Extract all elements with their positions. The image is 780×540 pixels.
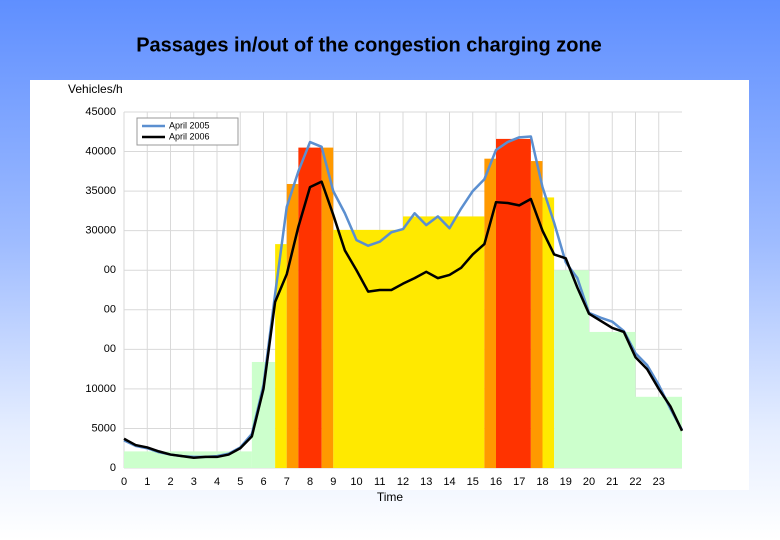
chart-title: Passages in/out of the congestion chargi… <box>136 34 602 56</box>
x-tick-label: 5 <box>237 476 243 488</box>
x-tick-label: 8 <box>307 476 313 488</box>
x-tick-label: 17 <box>513 476 525 488</box>
x-tick-label: 1 <box>144 476 150 488</box>
legend-box <box>136 117 239 146</box>
legend-label: April 2006 <box>169 131 210 141</box>
x-tick-label: 22 <box>629 476 641 488</box>
x-tick-label: 3 <box>191 476 197 488</box>
x-tick-label: 15 <box>467 476 479 488</box>
x-tick-label: 10 <box>350 476 362 488</box>
y-tick-label: 0 <box>110 462 116 474</box>
y-tick-label: 5000 <box>92 422 116 434</box>
x-tick-label: 0 <box>121 476 127 488</box>
y-tick-label: 40000 <box>85 145 116 157</box>
tariff-band <box>635 396 682 468</box>
tariff-band <box>321 147 334 468</box>
x-tick-label: 13 <box>420 476 432 488</box>
y-tick-label: 00 <box>104 343 116 355</box>
tariff-band <box>333 229 403 468</box>
tariff-band <box>286 183 299 469</box>
x-tick-label: 20 <box>583 476 595 488</box>
x-tick-label: 12 <box>397 476 409 488</box>
x-tick-label: 14 <box>443 476 455 488</box>
series-line <box>123 180 684 459</box>
tariff-band <box>530 161 543 468</box>
x-tick-label: 21 <box>606 476 618 488</box>
tariff-band <box>496 138 531 469</box>
y-tick-label: 30000 <box>85 225 116 237</box>
y-tick-label: 00 <box>104 264 116 276</box>
x-tick-label: 23 <box>653 476 665 488</box>
tariff-band <box>484 158 496 469</box>
x-tick-label: 2 <box>167 476 173 488</box>
tariff-band <box>275 244 287 468</box>
legend-label: April 2005 <box>169 120 210 130</box>
tariff-band <box>589 331 636 468</box>
x-tick-label: 18 <box>536 476 548 488</box>
tariff-band <box>251 361 276 468</box>
x-tick-label: 7 <box>284 476 290 488</box>
y-tick-label: 45000 <box>85 106 116 118</box>
x-axis-label: Time <box>377 490 404 504</box>
y-tick-label: 00 <box>104 304 116 316</box>
x-tick-label: 4 <box>214 476 220 488</box>
x-tick-label: 19 <box>560 476 572 488</box>
tariff-band <box>298 147 322 468</box>
tariff-band <box>542 197 555 468</box>
tariff-band <box>124 451 252 468</box>
y-axis-label: Vehicles/h <box>68 82 123 96</box>
x-tick-label: 11 <box>374 476 385 488</box>
y-tick-label: 10000 <box>85 383 116 395</box>
x-tick-label: 6 <box>260 476 266 488</box>
x-tick-label: 9 <box>330 476 336 488</box>
y-tick-label: 35000 <box>85 185 116 197</box>
x-tick-label: 16 <box>490 476 502 488</box>
